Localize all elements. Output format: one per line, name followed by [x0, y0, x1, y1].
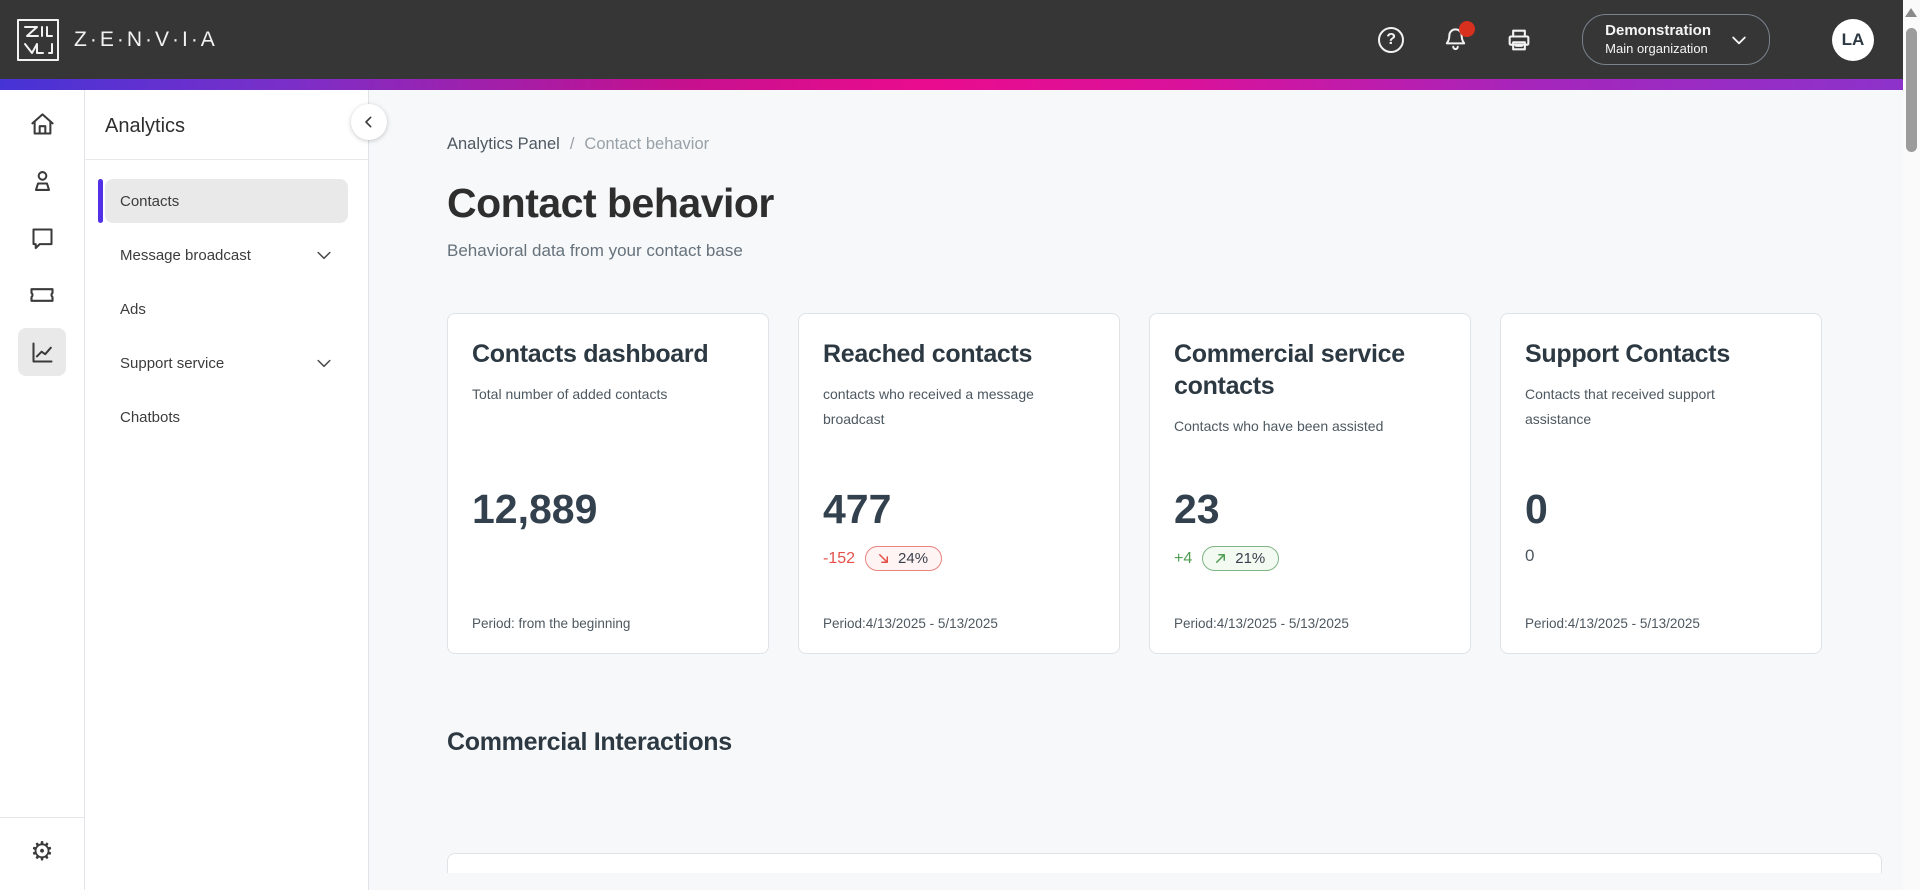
main-content: Analytics Panel / Contact behavior Conta…	[369, 90, 1920, 890]
card-description: Total number of added contacts	[472, 386, 668, 402]
sidebar-collapse-button[interactable]	[351, 104, 387, 140]
sidebar-item-ads[interactable]: Ads	[105, 287, 348, 331]
print-button[interactable]	[1504, 25, 1534, 55]
card-title: Commercial service contacts	[1174, 340, 1405, 400]
sidebar-item-label: Support service	[120, 354, 225, 372]
sidebar-divider	[85, 159, 368, 160]
badge-percent: 21%	[1235, 550, 1266, 567]
badge-percent: 24%	[898, 550, 929, 567]
card-contacts-dashboard: Contacts dashboard Total number of added…	[447, 313, 769, 654]
notifications-button[interactable]	[1440, 20, 1476, 55]
arrow-up-right-icon	[1216, 554, 1226, 563]
card-value: 477	[823, 486, 892, 532]
trend-badge: 24%	[865, 546, 943, 571]
ticket-icon	[30, 288, 54, 302]
zenvia-logo-icon	[17, 18, 59, 61]
analytics-chart-icon	[31, 341, 53, 363]
card-period: Period:4/13/2025 - 5/13/2025	[823, 616, 998, 631]
delta-value: 0	[1525, 546, 1535, 565]
rail-item-conversations[interactable]	[18, 214, 66, 262]
sidebar-menu: Contacts Message broadcast Ads Support s…	[85, 160, 368, 439]
card-title: Contacts dashboard	[472, 340, 709, 368]
sidebar-item-label: Chatbots	[120, 408, 181, 426]
chevron-down-icon	[1732, 36, 1746, 44]
sidebar-item-label: Ads	[120, 300, 146, 318]
sidebar-item-label: Contacts	[120, 192, 180, 210]
card-value: 0	[1525, 486, 1548, 532]
card-value: 12,889	[472, 486, 598, 532]
icon-rail: ⚙	[0, 90, 85, 890]
breadcrumb: Analytics Panel / Contact behavior	[447, 135, 1920, 154]
card-support-contacts: Support Contacts Contacts that received …	[1500, 313, 1822, 654]
rail-item-home[interactable]	[18, 100, 66, 148]
notification-badge	[1459, 20, 1476, 37]
organization-switcher[interactable]: Demonstration Main organization	[1582, 14, 1770, 65]
sidebar-title: Analytics	[105, 115, 186, 137]
help-icon: ?	[1378, 26, 1405, 53]
scrollbar-thumb[interactable]	[1906, 28, 1917, 152]
vertical-scrollbar	[1903, 0, 1920, 890]
rail-item-tickets[interactable]	[18, 271, 66, 319]
sidebar-item-contacts[interactable]: Contacts	[98, 179, 348, 223]
rail-item-analytics[interactable]	[18, 328, 66, 376]
page-subtitle: Behavioral data from your contact base	[447, 241, 743, 260]
sidebar-item-label: Message broadcast	[120, 246, 251, 264]
zenvia-logo[interactable]: Z·E·N·V·I·A	[16, 18, 218, 62]
organization-name: Demonstration	[1605, 22, 1711, 39]
trend-badge: 21%	[1202, 546, 1280, 571]
card-title: Support Contacts	[1525, 340, 1730, 368]
commercial-interactions-card-partial	[447, 853, 1882, 873]
sidebar-item-message-broadcast[interactable]: Message broadcast	[105, 233, 348, 277]
rail-item-contacts[interactable]	[18, 157, 66, 205]
section-title-commercial-interactions: Commercial Interactions	[447, 728, 732, 756]
delta-value: -152	[823, 549, 856, 567]
rail-divider	[0, 817, 84, 818]
card-title: Reached contacts	[823, 340, 1033, 368]
breadcrumb-analytics-panel[interactable]: Analytics Panel	[447, 135, 560, 153]
brand-gradient-bar	[0, 79, 1920, 90]
sidebar-selected-indicator	[98, 179, 103, 223]
breadcrumb-current: Contact behavior	[584, 135, 710, 153]
printer-icon	[1508, 29, 1530, 50]
card-description: Contacts that received support assistanc…	[1525, 386, 1715, 427]
card-delta-row: 0	[1525, 546, 1534, 566]
delta-value: +4	[1174, 549, 1193, 567]
settings-button[interactable]: ⚙	[30, 838, 53, 864]
analytics-sidebar: Analytics Contacts Message broadcast Ads	[85, 90, 369, 890]
page-title: Contact behavior	[447, 180, 774, 226]
zenvia-logo-text: Z·E·N·V·I·A	[74, 27, 218, 51]
organization-subtitle: Main organization	[1605, 40, 1708, 56]
scroll-up-arrow-icon[interactable]	[1905, 8, 1917, 17]
card-reached-contacts: Reached contacts contacts who received a…	[798, 313, 1120, 654]
breadcrumb-separator: /	[569, 135, 575, 153]
chevron-down-icon	[314, 245, 334, 265]
user-avatar[interactable]: LA	[1832, 18, 1874, 61]
top-bar: Z·E·N·V·I·A ?	[0, 0, 1920, 79]
card-commercial-service-contacts: Commercial service contacts Contacts who…	[1149, 313, 1471, 654]
gear-icon: ⚙	[30, 836, 54, 866]
card-description: Contacts who have been assisted	[1174, 418, 1384, 434]
card-delta-row: +4 21%	[1174, 546, 1280, 571]
card-value: 23	[1174, 486, 1220, 532]
help-button[interactable]: ?	[1376, 25, 1406, 55]
home-icon	[30, 112, 54, 135]
sidebar-item-support-service[interactable]: Support service	[105, 341, 348, 385]
arrow-down-right-icon	[879, 554, 889, 563]
card-period: Period:4/13/2025 - 5/13/2025	[1174, 616, 1349, 631]
chevron-down-icon	[314, 353, 334, 373]
chat-bubble-icon	[31, 227, 53, 249]
sidebar-item-chatbots[interactable]: Chatbots	[105, 395, 348, 439]
kpi-cards-row: Contacts dashboard Total number of added…	[447, 313, 1920, 654]
card-description: contacts who received a message broadcas…	[823, 386, 1034, 427]
card-period: Period: from the beginning	[472, 616, 631, 631]
contacts-person-icon	[34, 170, 50, 191]
card-delta-row: -152 24%	[823, 546, 943, 571]
top-actions: ? Demonstration Ma	[1376, 14, 1874, 65]
chevron-left-icon	[365, 116, 372, 128]
card-period: Period:4/13/2025 - 5/13/2025	[1525, 616, 1700, 631]
